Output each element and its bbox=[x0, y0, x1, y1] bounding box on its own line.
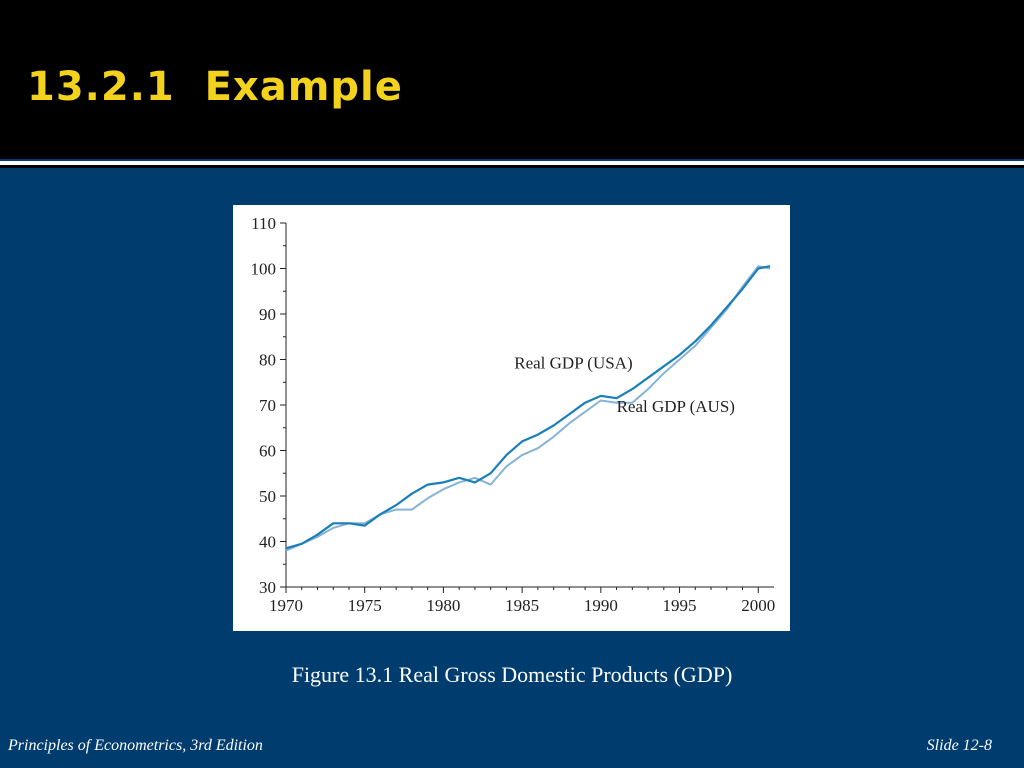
x-tick-label: 1990 bbox=[584, 596, 618, 615]
y-tick-label: 30 bbox=[259, 578, 276, 597]
x-tick-label: 1970 bbox=[269, 596, 303, 615]
footer-book-title: Principles of Econometrics, 3rd Edition bbox=[8, 737, 263, 754]
title-divider-white bbox=[0, 161, 1024, 165]
y-tick-label: 110 bbox=[251, 214, 276, 233]
x-tick-label: 1995 bbox=[663, 596, 697, 615]
x-tick-label: 2000 bbox=[741, 596, 775, 615]
y-tick-label: 70 bbox=[259, 396, 276, 415]
chart-axes: 30 40 50 60 70 80 90 100 110 1970 1975 1980 1985 1990… bbox=[251, 214, 776, 615]
series-line-usa bbox=[285, 265, 771, 550]
y-tick-label: 100 bbox=[251, 260, 277, 279]
annotation-aus: Real GDP (AUS) bbox=[617, 397, 735, 416]
y-tick-label: 80 bbox=[259, 351, 276, 370]
series-line-aus bbox=[285, 265, 771, 552]
title-divider-black bbox=[0, 165, 1024, 168]
annotation-usa: Real GDP (USA) bbox=[514, 354, 632, 373]
chart-annotations: Real GDP (USA) Real GDP (AUS) bbox=[514, 354, 735, 416]
x-tick-label: 1980 bbox=[426, 596, 460, 615]
slide-title: 13.2.1 Example bbox=[27, 64, 403, 110]
gdp-line-chart: 30 40 50 60 70 80 90 100 110 1970 1975 1980 1985 1990… bbox=[251, 214, 776, 615]
x-tick-label: 1975 bbox=[348, 596, 382, 615]
y-tick-label: 60 bbox=[259, 442, 276, 461]
figure-panel: 30 40 50 60 70 80 90 100 110 1970 1975 1980 1985 1990… bbox=[233, 205, 790, 631]
y-tick-label: 40 bbox=[259, 533, 276, 552]
y-tick-label: 50 bbox=[259, 487, 276, 506]
title-bar: 13.2.1 Example bbox=[0, 0, 1024, 159]
y-tick-label: 90 bbox=[259, 305, 276, 324]
figure-caption: Figure 13.1 Real Gross Domestic Products… bbox=[291, 662, 733, 687]
x-tick-label: 1985 bbox=[505, 596, 539, 615]
chart-series bbox=[285, 265, 771, 552]
footer-slide-number: Slide 12-8 bbox=[926, 737, 992, 754]
